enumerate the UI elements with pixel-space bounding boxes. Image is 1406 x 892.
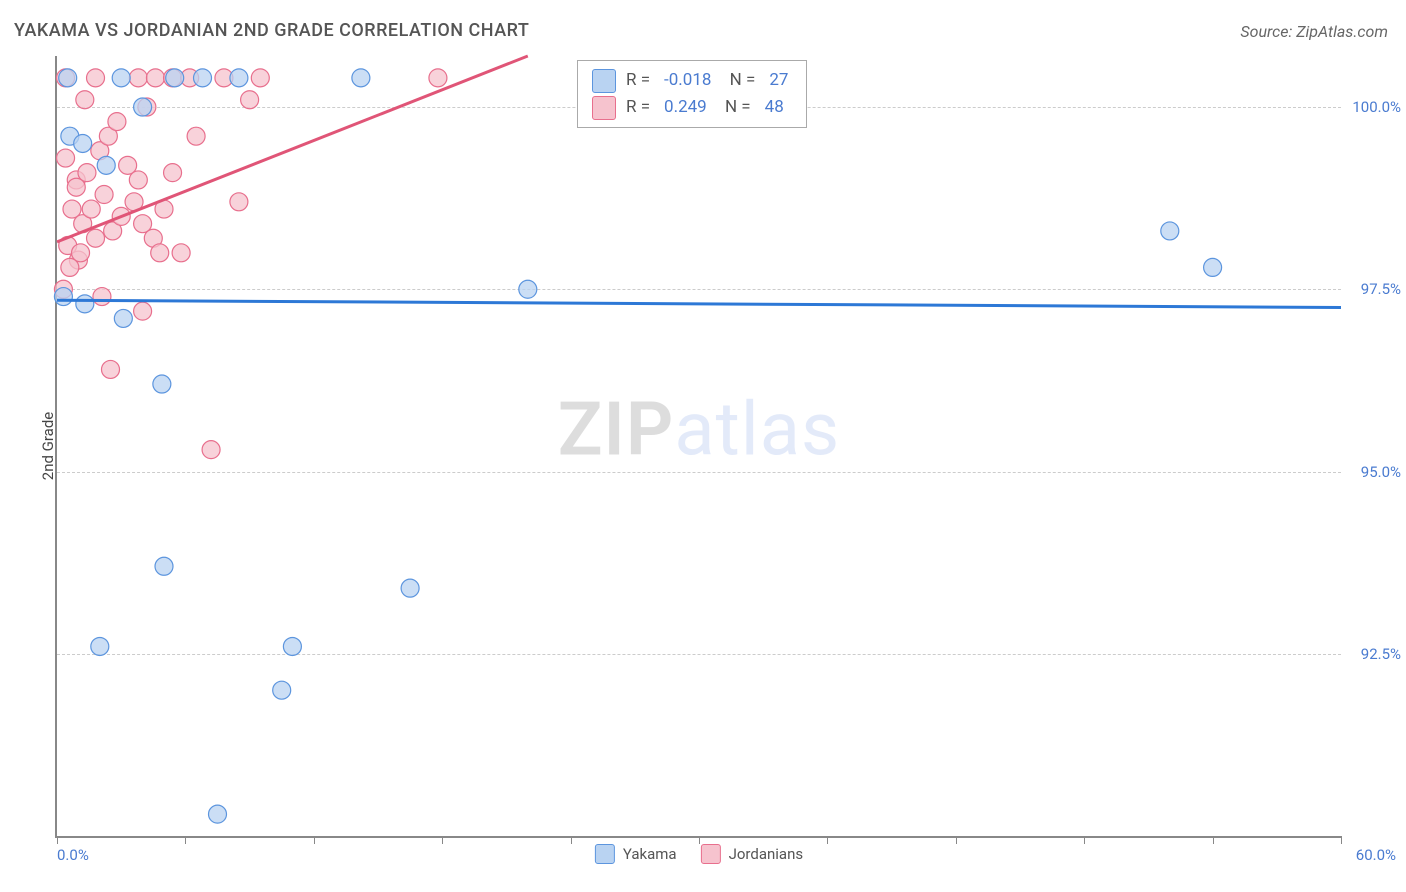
data-point: [202, 441, 220, 459]
data-point: [59, 69, 77, 87]
data-point: [87, 69, 105, 87]
data-point: [97, 156, 115, 174]
scatter-plot: [57, 56, 1341, 836]
data-point: [114, 309, 132, 327]
plot-area: ZIPatlas 92.5%95.0%97.5%100.0% 0.0% 60.0…: [55, 56, 1341, 838]
legend-r-yakama: -0.018: [660, 67, 715, 94]
regression-line-yakama: [57, 300, 1341, 307]
data-point: [155, 557, 173, 575]
data-point: [95, 186, 113, 204]
data-point: [91, 637, 109, 655]
x-legend: Yakama Jordanians: [595, 844, 803, 864]
data-point: [76, 91, 94, 109]
legend-r-prefix: R =: [626, 94, 650, 121]
legend-row-yakama: R = -0.018 N = 27: [592, 67, 792, 94]
data-point: [146, 69, 164, 87]
data-point: [134, 302, 152, 320]
data-point: [76, 295, 94, 313]
data-point: [352, 69, 370, 87]
data-point: [57, 149, 75, 167]
data-point: [429, 69, 447, 87]
data-point: [273, 681, 291, 699]
data-point: [87, 229, 105, 247]
data-point: [108, 113, 126, 131]
swatch-jordanians: [701, 844, 721, 864]
x-axis-max-label: 60.0%: [1356, 846, 1396, 864]
source-label: Source: ZipAtlas.com: [1240, 22, 1388, 41]
data-point: [1204, 258, 1222, 276]
data-point: [74, 134, 92, 152]
legend-item-yakama: Yakama: [595, 844, 677, 864]
data-point: [129, 69, 147, 87]
legend-n-prefix: N =: [721, 94, 751, 121]
y-tick-label: 92.5%: [1361, 645, 1401, 663]
data-point: [134, 98, 152, 116]
data-point: [93, 288, 111, 306]
data-point: [172, 244, 190, 262]
data-point: [230, 69, 248, 87]
swatch-yakama: [595, 844, 615, 864]
data-point: [401, 579, 419, 597]
data-point: [153, 375, 171, 393]
data-point: [164, 164, 182, 182]
data-point: [194, 69, 212, 87]
legend-r-jordanians: 0.249: [660, 94, 711, 121]
legend-swatch-yakama: [592, 69, 616, 93]
data-point: [209, 805, 227, 823]
data-point: [283, 637, 301, 655]
chart-container: YAKAMA VS JORDANIAN 2ND GRADE CORRELATIO…: [0, 0, 1406, 892]
y-tick-label: 97.5%: [1361, 280, 1401, 298]
data-point: [72, 244, 90, 262]
legend-swatch-jordanians: [592, 96, 616, 120]
data-point: [112, 69, 130, 87]
data-point: [1161, 222, 1179, 240]
y-tick-label: 100.0%: [1352, 98, 1401, 116]
data-point: [102, 360, 120, 378]
data-point: [129, 171, 147, 189]
legend-label-yakama: Yakama: [623, 845, 677, 863]
data-point: [54, 288, 72, 306]
data-point: [82, 200, 100, 218]
legend-item-jordanians: Jordanians: [701, 844, 804, 864]
data-point: [241, 91, 259, 109]
legend-label-jordanians: Jordanians: [729, 845, 804, 863]
y-tick-label: 95.0%: [1361, 463, 1401, 481]
chart-title: YAKAMA VS JORDANIAN 2ND GRADE CORRELATIO…: [14, 20, 529, 41]
legend-n-yakama: 27: [765, 67, 792, 94]
legend-n-jordanians: 48: [761, 94, 788, 121]
data-point: [67, 178, 85, 196]
legend-r-prefix: R =: [626, 67, 650, 94]
legend-n-prefix: N =: [725, 67, 755, 94]
data-point: [187, 127, 205, 145]
data-point: [519, 280, 537, 298]
x-axis-min-label: 0.0%: [57, 846, 89, 864]
data-point: [230, 193, 248, 211]
correlation-legend: R = -0.018 N = 27 R = 0.249 N = 48: [577, 60, 807, 128]
data-point: [251, 69, 269, 87]
legend-row-jordanians: R = 0.249 N = 48: [592, 94, 792, 121]
data-point: [166, 69, 184, 87]
data-point: [151, 244, 169, 262]
